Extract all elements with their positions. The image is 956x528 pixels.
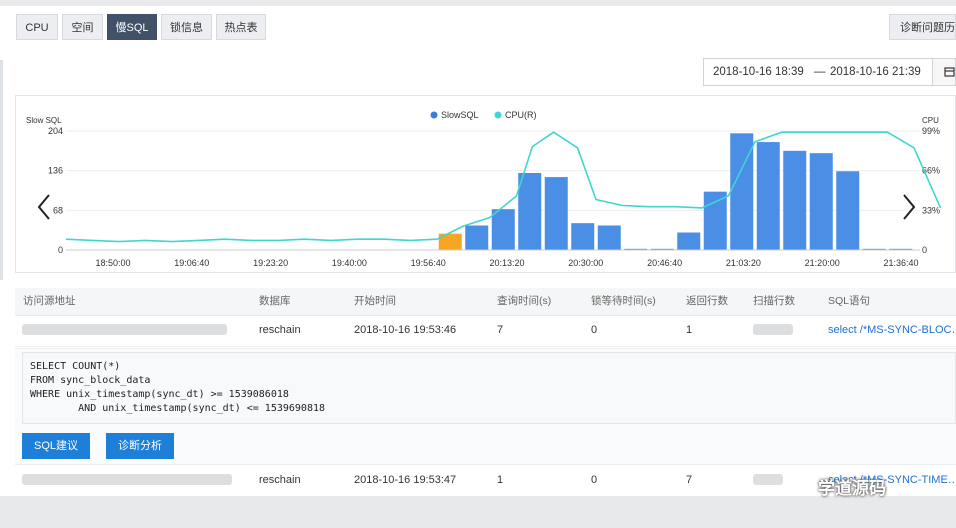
cell-lock-wait: 0 <box>591 324 598 336</box>
tab-hot-tables[interactable]: 热点表 <box>216 14 266 40</box>
redacted-rows-scanned <box>753 324 793 335</box>
bar <box>783 150 807 250</box>
diagnose-analysis-button[interactable]: 诊断分析 <box>106 433 174 459</box>
slow-sql-chart-panel: Slow SQL CPU 0 68 136 204 0 33% 66% 99% SlowSQL CPU… <box>15 95 956 273</box>
left-edge <box>0 60 3 280</box>
cell-database: reschain <box>259 324 301 336</box>
sql-line: SELECT COUNT(*) <box>30 361 121 372</box>
sql-text-box <box>22 352 956 424</box>
cell-rows-returned: 7 <box>686 474 693 486</box>
legend-swatch <box>494 111 502 119</box>
top-strip <box>0 0 956 6</box>
chevron-left-icon[interactable] <box>37 194 50 220</box>
right-tick-label: 99% <box>922 126 940 136</box>
legend-label: SlowSQL <box>441 110 479 120</box>
x-tick-label: 19:56:40 <box>411 258 446 268</box>
x-tick-label: 19:06:40 <box>174 258 209 268</box>
x-tick-label: 18:50:00 <box>95 258 130 268</box>
redacted-source-address <box>22 324 227 335</box>
header-rows-scanned[interactable]: 扫描行数 <box>753 295 795 307</box>
slow-sql-chart: Slow SQL CPU 0 68 136 204 0 33% 66% 99% SlowSQL CPU… <box>26 110 942 268</box>
chevron-right-icon[interactable] <box>903 194 916 220</box>
watermark-text: 学道源码 <box>818 479 886 498</box>
bar <box>809 153 833 250</box>
header-rows-returned[interactable]: 返回行数 <box>686 295 728 307</box>
row-divider <box>15 346 956 347</box>
date-end: 2018-10-16 21:39 <box>830 66 921 78</box>
cell-rows-returned: 1 <box>686 324 693 336</box>
redacted-rows-scanned <box>753 474 783 485</box>
bar <box>703 191 727 250</box>
header-start-time[interactable]: 开始时间 <box>354 295 396 307</box>
bar <box>438 233 462 250</box>
right-tick-label: 0 <box>922 245 927 255</box>
bar <box>650 248 674 250</box>
right-tick-label: 33% <box>922 205 940 215</box>
header-lock-wait[interactable]: 锁等待时间(s) <box>591 295 656 307</box>
x-tick-label: 21:36:40 <box>883 258 918 268</box>
cell-query-time: 7 <box>497 324 504 336</box>
legend-label: CPU(R) <box>505 110 537 120</box>
sql-line: AND unix_timestamp(sync_dt) <= 153969081… <box>30 403 326 414</box>
bar <box>491 209 515 250</box>
sql-line: WHERE unix_timestamp(sync_dt) >= 1539086… <box>30 389 289 400</box>
x-tick-label: 19:40:00 <box>332 258 367 268</box>
x-tick-label: 20:46:40 <box>647 258 682 268</box>
legend-swatch <box>430 111 438 119</box>
bar <box>730 133 754 250</box>
cell-start-time: 2018-10-16 19:53:47 <box>354 474 457 486</box>
table-header <box>15 288 956 316</box>
bar <box>544 177 568 250</box>
right-axis-title: CPU <box>922 116 939 125</box>
bottom-strip <box>0 496 956 528</box>
bar <box>465 225 489 250</box>
bar <box>756 142 780 250</box>
cell-sql-link[interactable]: select /*MS-SYNC-TIME… <box>828 474 956 486</box>
wechat-icon <box>792 476 813 492</box>
left-tick-label: 68 <box>53 205 63 215</box>
x-tick-label: 21:03:20 <box>726 258 761 268</box>
sql-line: FROM sync_block_data <box>30 375 151 386</box>
redacted-source-address <box>22 474 232 485</box>
left-tick-label: 0 <box>58 245 63 255</box>
date-separator: — <box>814 66 826 78</box>
tab-cpu[interactable]: CPU <box>16 14 58 40</box>
bar <box>677 232 701 250</box>
bar <box>518 173 542 250</box>
bar <box>624 248 648 250</box>
header-database[interactable]: 数据库 <box>259 295 291 307</box>
cell-lock-wait: 0 <box>591 474 598 486</box>
calendar-icon <box>944 67 955 77</box>
bar <box>836 171 860 250</box>
date-start: 2018-10-16 18:39 <box>713 66 804 78</box>
x-tick-label: 20:30:00 <box>568 258 603 268</box>
row-divider <box>15 464 956 465</box>
left-axis-title: Slow SQL <box>26 116 62 125</box>
right-tick-label: 66% <box>922 166 940 176</box>
tab-slow-sql[interactable]: 慢SQL <box>107 14 157 40</box>
x-tick-label: 21:20:00 <box>805 258 840 268</box>
cpu-series-line <box>65 131 942 243</box>
header-query-time[interactable]: 查询时间(s) <box>497 295 552 307</box>
x-tick-label: 19:23:20 <box>253 258 288 268</box>
tab-lock-info[interactable]: 锁信息 <box>161 14 212 40</box>
tab-space[interactable]: 空间 <box>62 14 103 40</box>
date-range-picker[interactable]: 2018-10-16 18:39 — 2018-10-16 21:39 <box>703 58 933 86</box>
bar <box>597 225 621 250</box>
header-sql[interactable]: SQL语句 <box>828 295 871 307</box>
x-tick-label: 20:13:20 <box>489 258 524 268</box>
left-tick-label: 136 <box>48 166 63 176</box>
cell-start-time: 2018-10-16 19:53:46 <box>354 324 457 336</box>
header-source-address[interactable]: 访问源地址 <box>23 295 76 307</box>
left-tick-label: 204 <box>48 126 63 136</box>
bar <box>862 248 886 250</box>
bar <box>571 223 595 250</box>
calendar-button[interactable] <box>933 58 956 86</box>
cell-sql-link[interactable]: select /*MS-SYNC-BLOC… <box>828 324 956 336</box>
cell-database: reschain <box>259 474 301 486</box>
sql-advice-button[interactable]: SQL建议 <box>22 433 90 459</box>
diagnose-history-button[interactable]: 诊断问题历史 <box>889 14 956 40</box>
bar <box>889 248 913 250</box>
cell-query-time: 1 <box>497 474 504 486</box>
